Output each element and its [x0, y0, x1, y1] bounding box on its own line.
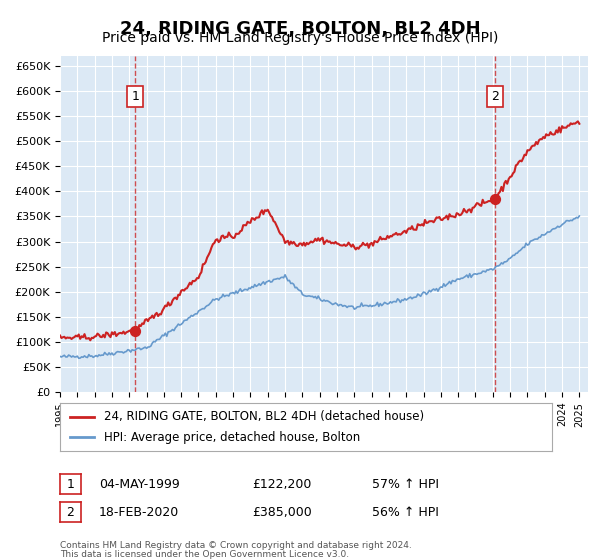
Text: 1: 1 [131, 90, 139, 103]
Text: This data is licensed under the Open Government Licence v3.0.: This data is licensed under the Open Gov… [60, 550, 349, 559]
Text: 24, RIDING GATE, BOLTON, BL2 4DH: 24, RIDING GATE, BOLTON, BL2 4DH [119, 20, 481, 38]
Text: Price paid vs. HM Land Registry's House Price Index (HPI): Price paid vs. HM Land Registry's House … [102, 31, 498, 45]
Text: £122,200: £122,200 [252, 478, 311, 491]
Text: 24, RIDING GATE, BOLTON, BL2 4DH (detached house): 24, RIDING GATE, BOLTON, BL2 4DH (detach… [104, 410, 424, 423]
Text: 18-FEB-2020: 18-FEB-2020 [99, 506, 179, 519]
Text: 56% ↑ HPI: 56% ↑ HPI [372, 506, 439, 519]
Text: 57% ↑ HPI: 57% ↑ HPI [372, 478, 439, 491]
Text: 04-MAY-1999: 04-MAY-1999 [99, 478, 180, 491]
Text: 2: 2 [67, 506, 74, 519]
Point [130, 326, 140, 335]
Text: HPI: Average price, detached house, Bolton: HPI: Average price, detached house, Bolt… [104, 431, 361, 444]
Text: £385,000: £385,000 [252, 506, 312, 519]
Text: Contains HM Land Registry data © Crown copyright and database right 2024.: Contains HM Land Registry data © Crown c… [60, 542, 412, 550]
Point [490, 194, 500, 203]
Text: 1: 1 [67, 478, 74, 491]
Text: 2: 2 [491, 90, 499, 103]
